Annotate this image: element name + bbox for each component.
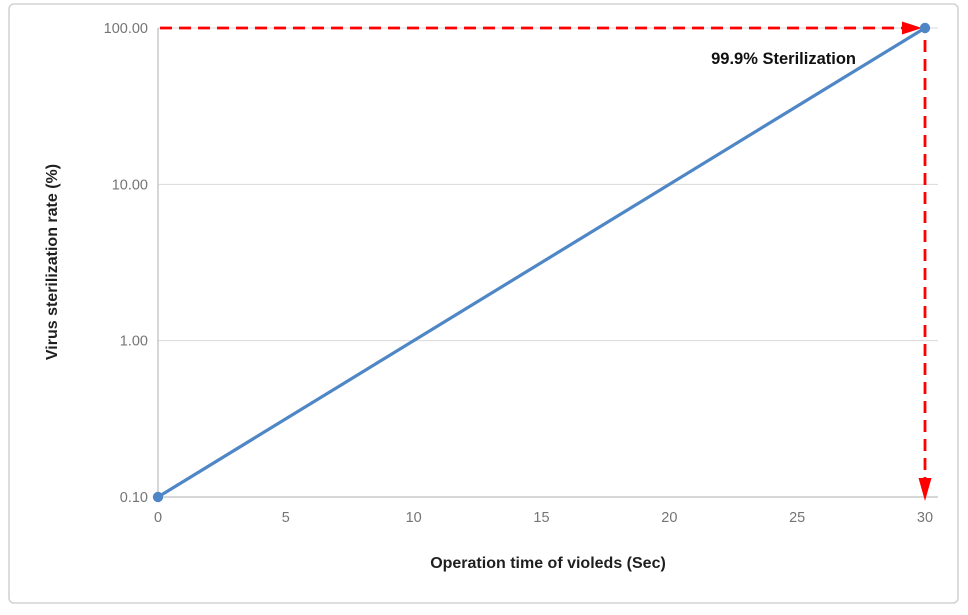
- callout-down-arrowhead: [918, 478, 932, 501]
- x-axis-title: Operation time of violeds (Sec): [430, 555, 666, 572]
- y-tick-label: 100.00: [104, 21, 148, 37]
- data-point-marker: [919, 22, 931, 34]
- y-axis-title: Virus sterilization rate (%): [44, 164, 61, 360]
- x-tick-label: 10: [406, 510, 422, 526]
- annotation-label: 99.9% Sterilization: [711, 50, 856, 68]
- x-tick-label: 30: [917, 510, 933, 526]
- series-line: [156, 26, 927, 499]
- x-tick-label: 0: [154, 510, 162, 526]
- x-tick-label: 20: [661, 510, 677, 526]
- y-tick-label: 10.00: [112, 177, 148, 193]
- x-tick-label: 25: [789, 510, 805, 526]
- data-point-marker: [152, 491, 164, 503]
- y-tick-label: 0.10: [120, 490, 148, 506]
- y-tick-label: 1.00: [120, 334, 148, 350]
- x-tick-label: 5: [282, 510, 290, 526]
- x-tick-label: 15: [533, 510, 549, 526]
- callout-right-arrowhead: [902, 21, 922, 35]
